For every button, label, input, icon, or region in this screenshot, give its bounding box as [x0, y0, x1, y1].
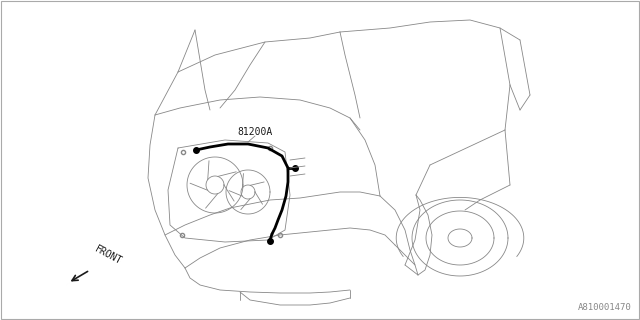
Text: 81200A: 81200A	[237, 127, 273, 137]
Text: A810001470: A810001470	[579, 303, 632, 312]
Text: FRONT: FRONT	[93, 244, 124, 267]
